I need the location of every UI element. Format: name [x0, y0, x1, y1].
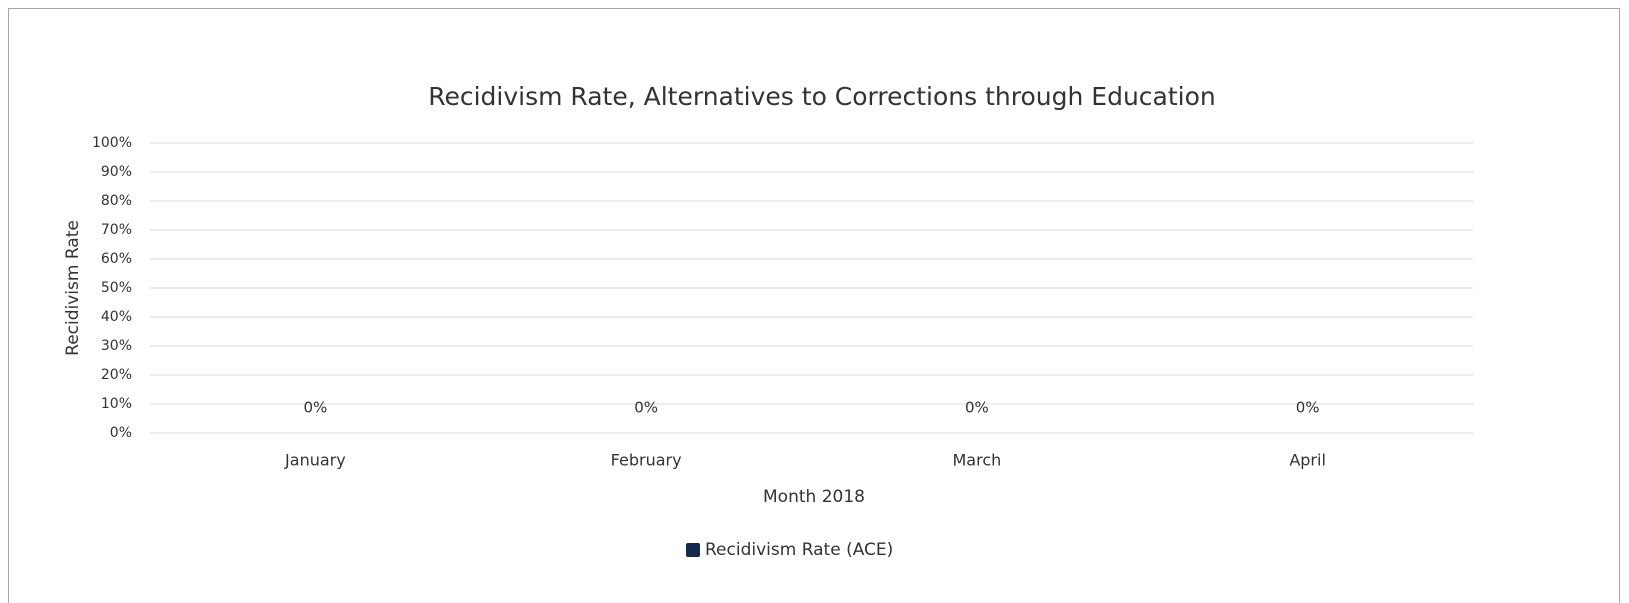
y-tick-label: 50% — [101, 280, 132, 296]
y-tick-label: 80% — [101, 193, 132, 209]
y-axis-label: Recidivism Rate — [63, 220, 83, 356]
y-tick-label: 0% — [110, 425, 132, 441]
y-tick-label: 10% — [101, 396, 132, 412]
x-tick-label: March — [952, 451, 1001, 470]
legend-swatch — [686, 543, 700, 557]
x-tick-label: April — [1289, 451, 1326, 470]
data-label: 0% — [1296, 399, 1320, 417]
y-tick-label: 30% — [101, 338, 132, 354]
data-label: 0% — [303, 399, 327, 417]
y-tick-label: 100% — [92, 135, 132, 151]
chart-title: Recidivism Rate, Alternatives to Correct… — [428, 82, 1216, 111]
data-label: 0% — [634, 399, 658, 417]
y-tick-label: 60% — [101, 251, 132, 267]
legend-label: Recidivism Rate (ACE) — [705, 540, 893, 560]
y-tick-label: 70% — [101, 222, 132, 238]
x-tick-label: February — [611, 451, 682, 470]
y-tick-label: 20% — [101, 367, 132, 383]
y-tick-label: 40% — [101, 309, 132, 325]
x-tick-label: January — [284, 451, 346, 470]
y-tick-label: 90% — [101, 164, 132, 180]
data-label: 0% — [965, 399, 989, 417]
x-axis-label: Month 2018 — [763, 487, 865, 507]
chart-border — [8, 8, 1620, 603]
